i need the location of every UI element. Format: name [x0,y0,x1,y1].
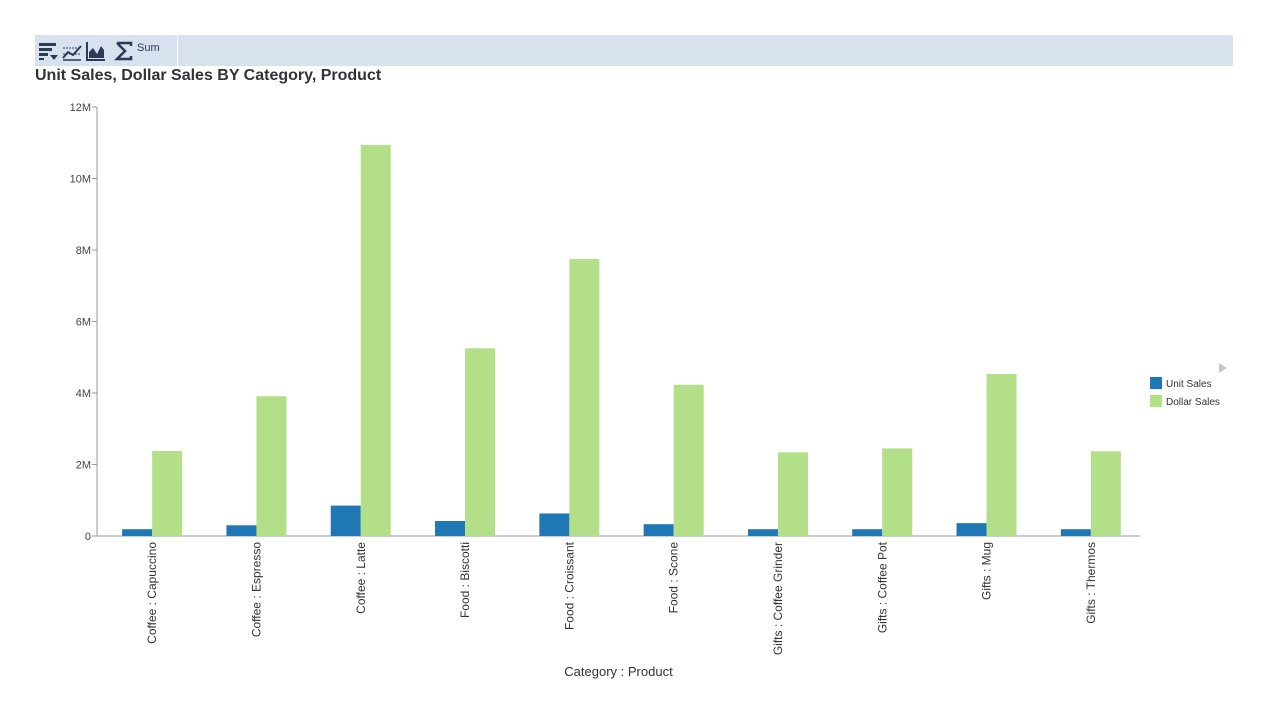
y-tick-label: 4M [76,388,91,400]
bar-unit-sales[interactable] [330,505,361,536]
bar-dollar-sales[interactable] [882,448,913,536]
y-tick-label: 0 [85,531,91,543]
bar-dollar-sales[interactable] [777,452,808,536]
bar-unit-sales[interactable] [956,523,987,536]
bar-dollar-sales[interactable] [673,384,704,536]
legend: Unit Sales Dollar Sales [1150,377,1220,408]
legend-scroll-arrow-icon[interactable] [1219,363,1227,373]
bar-unit-sales[interactable] [643,524,674,536]
chart-type-icon[interactable] [85,40,107,62]
legend-swatch[interactable] [1150,395,1162,407]
legend-label[interactable]: Unit Sales [1166,379,1212,390]
x-axis-title: Category : Product [564,664,673,679]
sum-label[interactable]: Sum [137,42,160,54]
bar-unit-sales[interactable] [539,513,570,536]
chart-title: Unit Sales, Dollar Sales BY Category, Pr… [35,67,382,84]
bar-unit-sales[interactable] [1060,529,1091,536]
x-tick-label: Gifts : Thermos [1084,542,1098,624]
y-tick-label: 2M [76,460,91,472]
bar-dollar-sales[interactable] [152,450,183,536]
x-tick-label: Gifts : Coffee Pot [875,541,889,633]
bar-dollar-sales[interactable] [986,374,1017,536]
chart-toolbar: Sum [35,35,1233,66]
bar-dollar-sales[interactable] [465,348,496,536]
bar-unit-sales[interactable] [852,529,883,536]
bar-unit-sales[interactable] [435,520,466,536]
x-tick-label: Food : Scone [667,542,681,614]
x-tick-label: Coffee : Latte [354,542,368,614]
legend-label[interactable]: Dollar Sales [1166,397,1220,408]
x-axis-labels: Coffee : Capuccino Coffee : Espresso Coffe… [145,541,1098,655]
x-tick-label: Coffee : Espresso [249,542,263,637]
bar-dollar-sales[interactable] [569,258,600,536]
sort-icon[interactable] [37,40,59,62]
y-tick-label: 10M [70,174,91,186]
bar-unit-sales[interactable] [122,529,153,536]
y-tick-label: 8M [76,245,91,257]
bar-dollar-sales[interactable] [256,396,287,536]
bar-dollar-sales[interactable] [1090,451,1121,536]
y-tick-label: 6M [76,317,91,329]
x-tick-label: Gifts : Coffee Grinder [771,542,785,655]
legend-swatch[interactable] [1150,377,1162,389]
toolbar-button-group: Sum [35,35,178,66]
x-tick-label: Food : Croissant [562,541,576,630]
bars [122,144,1121,536]
x-tick-label: Food : Biscotti [458,542,472,618]
bar-unit-sales[interactable] [226,525,257,536]
bar-dollar-sales[interactable] [360,144,391,536]
y-axis: 0 2M 4M 6M 8M 10M 12M [70,102,1140,543]
x-tick-label: Gifts : Mug [980,542,994,600]
x-tick-label: Coffee : Capuccino [145,542,159,644]
sigma-icon[interactable] [113,40,135,62]
filter-chart-icon[interactable] [61,40,83,62]
y-tick-label: 12M [70,102,91,114]
bar-unit-sales[interactable] [747,529,778,536]
